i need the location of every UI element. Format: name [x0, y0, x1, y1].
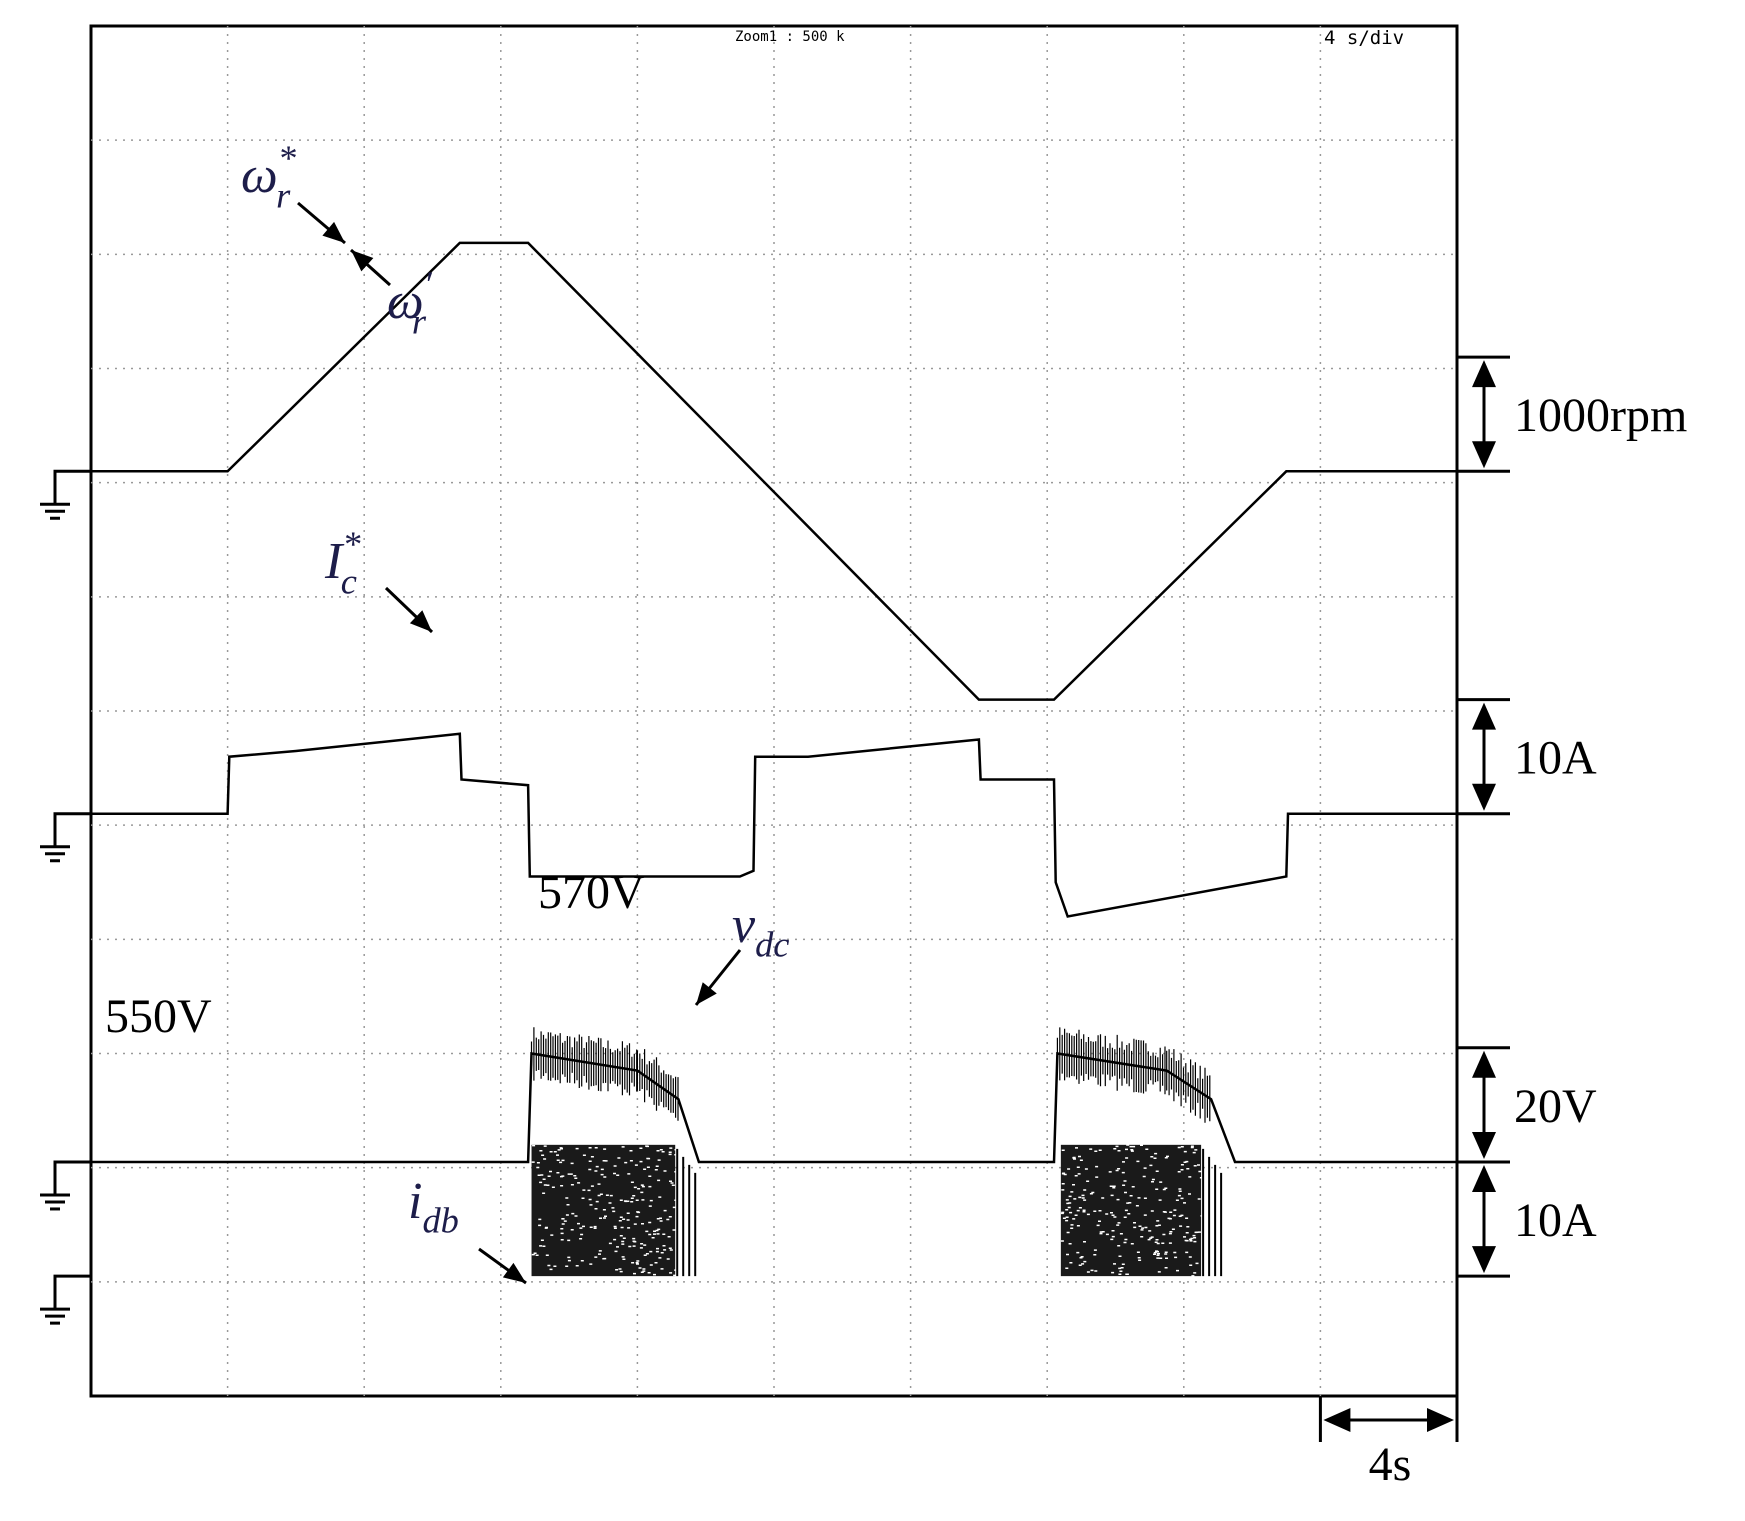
trace-label: ω* r [241, 138, 297, 215]
scale-arrow-head [1472, 783, 1496, 811]
ground-icon-stem [53, 469, 91, 505]
annotation-arrowhead [409, 610, 432, 632]
trace-3 [40, 1027, 1457, 1211]
timebase-label: 4 s/div [1324, 27, 1404, 49]
scale-arrow-head [1472, 1164, 1496, 1192]
scale-label: 10A [1514, 1194, 1597, 1247]
annotation-arrowhead [502, 1262, 526, 1283]
time-scale-arrowhead [1427, 1408, 1454, 1432]
scale-arrow-head [1472, 702, 1496, 730]
ground-icon-stem [53, 1160, 91, 1195]
ground-icon [40, 1160, 91, 1211]
ground-icon-stem [53, 812, 91, 847]
trace-4 [40, 1144, 1223, 1325]
scale-arrow-head [1472, 360, 1496, 388]
time-scale-arrowhead [1323, 1408, 1351, 1432]
scale-label: 20V [1514, 1080, 1597, 1133]
annotation-arrowhead [322, 221, 345, 243]
dc-base-value-label: 550V [105, 990, 212, 1043]
series-line [91, 1052, 1457, 1164]
burst-tail [1202, 1148, 1223, 1277]
burst-tail [676, 1148, 697, 1277]
scale-bracket: 10A [1457, 698, 1597, 816]
trace-label: ω′ r [387, 264, 433, 341]
trace-label: I* c [324, 524, 361, 601]
traces: 1000rpm 10A 20V 10A [40, 241, 1687, 1325]
series-line [91, 732, 1457, 918]
series-noise [530, 1027, 1211, 1123]
time-scale-bracket [1318, 1396, 1459, 1442]
annotation-arrowhead [351, 250, 374, 272]
scale-label: 1000rpm [1514, 389, 1687, 442]
plot-frame [89, 24, 1459, 1398]
scale-arrow-head [1472, 1050, 1496, 1078]
scale-label: 10A [1514, 732, 1597, 785]
time-scale-label: 4s [1369, 1438, 1412, 1491]
ground-icon [40, 812, 91, 863]
zoom-label: Zoom1 : 500 k [735, 29, 845, 45]
scale-arrow-head [1472, 1246, 1496, 1274]
series-line [91, 241, 1457, 701]
scale-arrow-head [1472, 1131, 1496, 1159]
ground-icon [40, 469, 91, 520]
ground-icon-stem [53, 1274, 91, 1310]
scale-arrow-head [1472, 441, 1496, 469]
dc-peak-value-label: 570V [538, 866, 645, 919]
ground-icon [40, 1274, 91, 1325]
scale-bracket: 10A [1457, 1160, 1597, 1278]
annotation-arrowhead [696, 982, 717, 1005]
scale-bracket: 1000rpm [1457, 355, 1687, 473]
trace-2 [40, 732, 1457, 918]
trace-1 [40, 241, 1457, 701]
burst-speckle [531, 1144, 678, 1277]
burst-speckle [1060, 1144, 1204, 1277]
scale-bracket: 20V [1457, 1046, 1597, 1164]
